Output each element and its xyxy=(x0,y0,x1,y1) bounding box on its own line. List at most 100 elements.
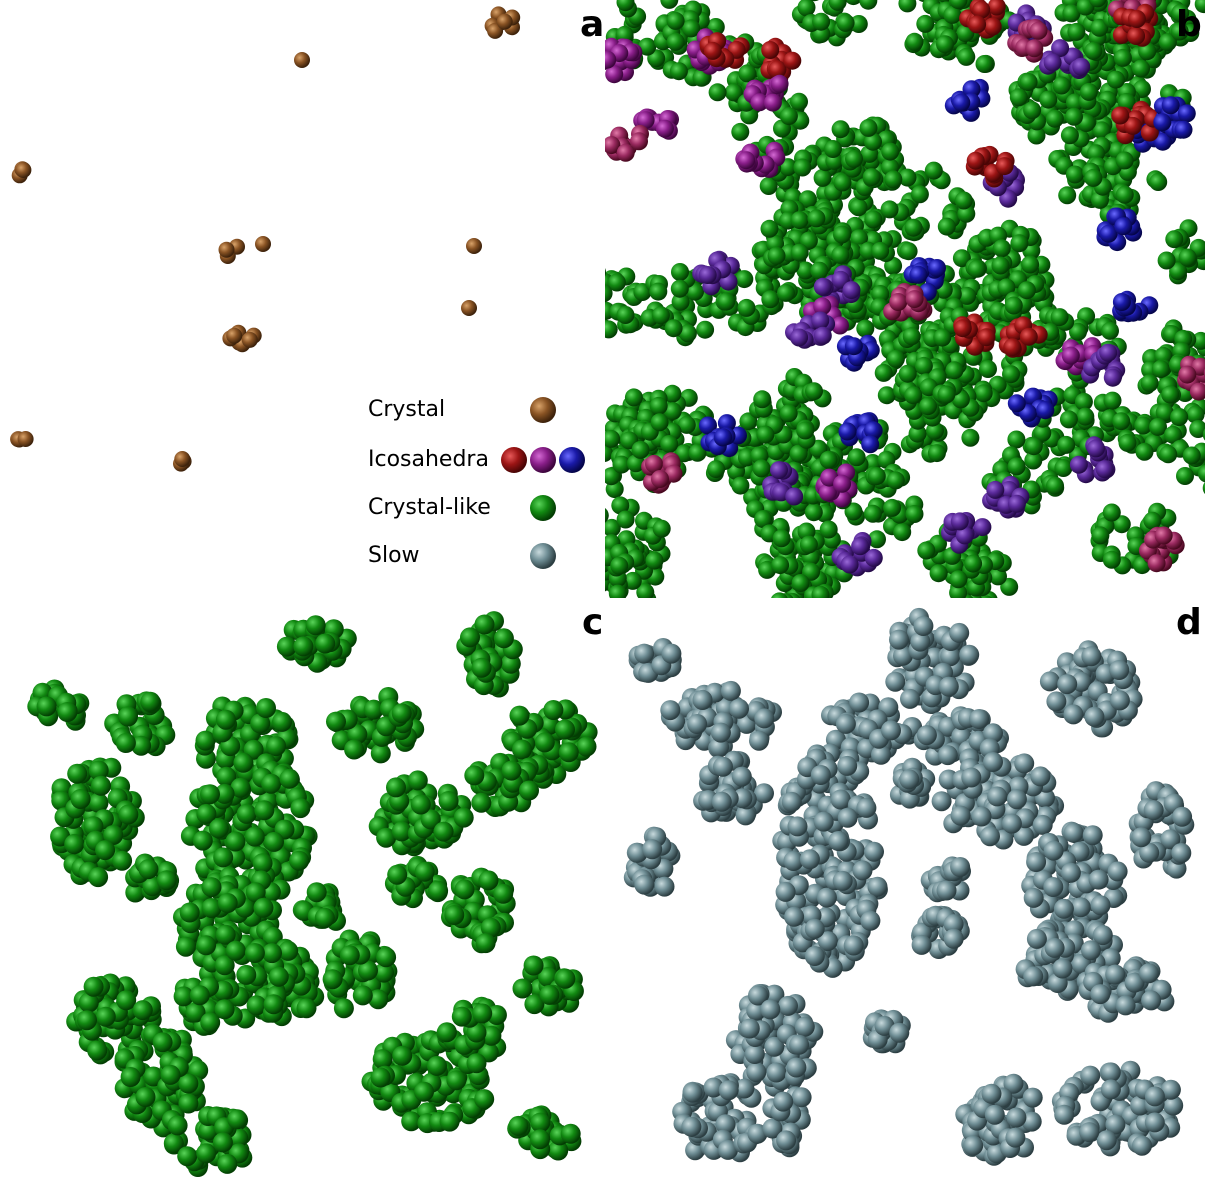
particle xyxy=(1177,104,1196,123)
particle xyxy=(661,643,682,664)
particle xyxy=(789,444,808,463)
particle xyxy=(1090,18,1109,37)
particle xyxy=(1139,842,1160,863)
particle xyxy=(333,998,354,1019)
particle xyxy=(1079,82,1098,101)
particle xyxy=(1092,121,1111,140)
particle xyxy=(744,1044,765,1064)
particle xyxy=(138,859,159,880)
panel-a xyxy=(10,6,521,472)
particle xyxy=(67,763,88,784)
particle xyxy=(1100,1079,1121,1100)
particle xyxy=(682,1082,703,1103)
particle xyxy=(77,1010,97,1031)
particle xyxy=(1026,928,1047,949)
particle xyxy=(698,266,717,284)
particle xyxy=(828,0,847,11)
particle xyxy=(969,709,990,729)
particle xyxy=(178,1093,199,1114)
particle xyxy=(1171,843,1192,863)
particle xyxy=(236,803,257,824)
particle xyxy=(451,1006,472,1027)
particle xyxy=(201,898,222,918)
particle xyxy=(255,236,271,252)
particle xyxy=(883,498,902,517)
particle xyxy=(1170,22,1189,41)
particle xyxy=(1127,27,1146,45)
particle xyxy=(703,41,722,60)
particle xyxy=(1007,430,1026,449)
particle xyxy=(762,1118,783,1139)
particle xyxy=(530,1112,551,1133)
particle xyxy=(1202,428,1205,441)
particle xyxy=(913,616,934,636)
particle xyxy=(971,806,992,827)
particle xyxy=(1010,234,1029,253)
particle xyxy=(686,282,704,301)
particle xyxy=(687,714,708,734)
particle xyxy=(508,1115,529,1136)
particle xyxy=(813,277,832,296)
particle xyxy=(616,0,635,12)
particle xyxy=(201,877,222,898)
particle xyxy=(1076,407,1095,426)
particle xyxy=(893,645,913,666)
particle xyxy=(460,627,480,648)
particle xyxy=(1065,107,1083,126)
particle xyxy=(1203,368,1205,378)
particle xyxy=(1087,439,1105,458)
particle xyxy=(840,555,859,574)
particle xyxy=(185,1002,206,1023)
legend-swatch xyxy=(559,447,585,473)
particle xyxy=(833,173,852,192)
particle xyxy=(605,320,618,339)
particle xyxy=(1115,185,1134,204)
particle xyxy=(837,807,858,828)
particle xyxy=(91,775,111,796)
particle xyxy=(852,860,873,881)
particle xyxy=(293,636,314,657)
particle xyxy=(790,211,809,230)
particle xyxy=(864,841,884,862)
particle xyxy=(226,327,243,344)
particle xyxy=(905,290,924,309)
particle xyxy=(1001,813,1022,834)
particle xyxy=(1174,120,1193,139)
particle xyxy=(713,756,733,777)
particle xyxy=(936,880,957,901)
particle xyxy=(692,690,713,710)
legend-label: Icosahedra xyxy=(368,447,489,472)
particle xyxy=(871,744,891,765)
particle xyxy=(813,326,832,345)
particle xyxy=(1039,671,1060,692)
particle xyxy=(95,840,116,861)
particle xyxy=(664,464,683,483)
particle xyxy=(860,910,881,931)
particle xyxy=(949,622,970,643)
particle xyxy=(809,0,819,2)
particle xyxy=(1084,706,1105,727)
particle xyxy=(1013,825,1034,846)
particle xyxy=(586,274,604,292)
particle xyxy=(804,503,823,522)
particle xyxy=(914,356,933,375)
panel-label: a xyxy=(580,4,604,45)
particle xyxy=(958,286,977,305)
particle xyxy=(983,752,1003,772)
particle xyxy=(761,41,780,59)
particle xyxy=(1096,1130,1117,1151)
particle xyxy=(991,256,1010,275)
particle xyxy=(849,198,868,217)
particle xyxy=(898,0,917,13)
particle xyxy=(1024,437,1043,456)
particle xyxy=(1102,503,1121,522)
panel-d xyxy=(623,607,1195,1166)
particle xyxy=(1046,476,1064,495)
legend-swatch xyxy=(501,447,527,473)
particle xyxy=(236,964,257,985)
particle xyxy=(885,671,906,692)
particle xyxy=(844,502,863,521)
particle xyxy=(1140,123,1159,142)
particle xyxy=(908,424,927,443)
particle xyxy=(241,331,258,348)
